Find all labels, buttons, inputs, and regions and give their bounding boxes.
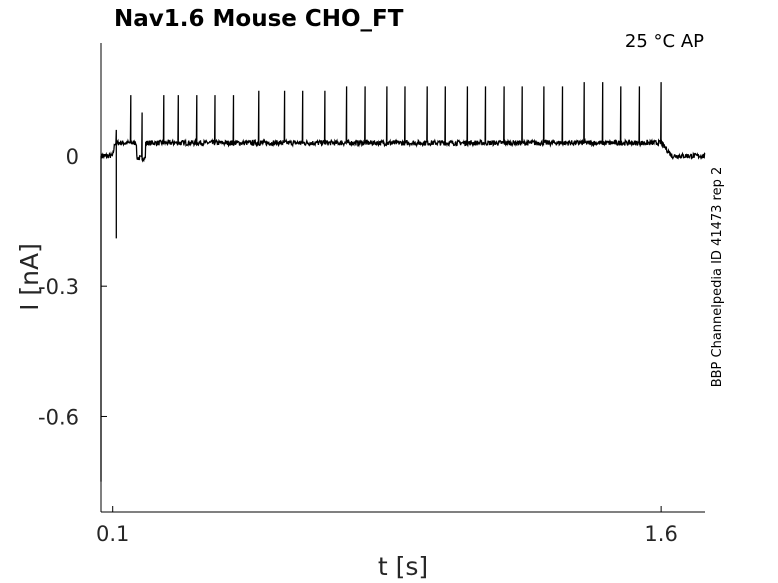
y-axis-label: I [nA]	[15, 243, 44, 311]
chart-title: Nav1.6 Mouse CHO_FT	[114, 6, 404, 32]
axes	[100, 43, 705, 513]
y-tick-label: -0.6	[38, 405, 79, 429]
x-axis-label: t [s]	[378, 552, 428, 581]
y-tick-label: 0	[66, 145, 79, 169]
condition-label: 25 °C AP	[625, 31, 704, 52]
side-label: BBP Channelpedia ID 41473 rep 2	[710, 167, 725, 388]
x-tick-label: 0.1	[96, 522, 129, 546]
y-tick-label: -0.3	[38, 275, 79, 299]
current-trace	[100, 82, 706, 482]
x-tick-label: 1.6	[644, 522, 677, 546]
ticks: 0.1 1.6 0 -0.3 -0.6	[38, 145, 678, 546]
